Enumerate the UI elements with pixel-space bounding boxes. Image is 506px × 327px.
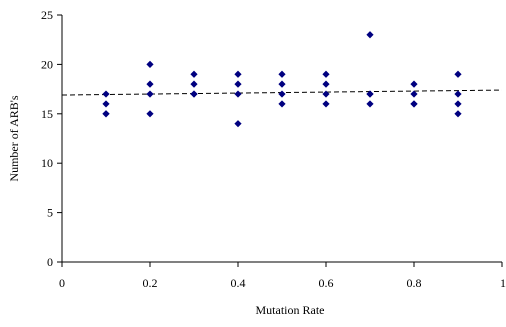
axes: [61, 15, 502, 263]
x-tick-label: 0.8: [407, 276, 422, 290]
y-tick-label: 10: [41, 156, 53, 170]
data-point: [190, 70, 198, 78]
data-point: [410, 90, 418, 98]
data-point: [146, 80, 154, 88]
data-point: [278, 80, 286, 88]
x-tick-label: 0.6: [319, 276, 334, 290]
data-point: [454, 110, 462, 118]
y-tick-label: 5: [47, 206, 53, 220]
data-point: [410, 80, 418, 88]
data-point: [102, 90, 110, 98]
data-point: [322, 100, 330, 108]
data-point: [278, 90, 286, 98]
y-tick-label: 0: [47, 255, 53, 269]
y-axis-title: Number of ARB's: [7, 95, 21, 181]
data-point: [322, 90, 330, 98]
data-point: [278, 70, 286, 78]
data-point: [454, 100, 462, 108]
data-point: [410, 100, 418, 108]
data-point: [234, 90, 242, 98]
axis-ticks: 0 5 10 15 20 25 0 0.2 0.4 0.6 0.8 1: [41, 8, 506, 290]
data-point: [146, 60, 154, 68]
data-points: [102, 31, 462, 128]
x-axis-title: Mutation Rate: [256, 303, 325, 317]
data-point: [190, 90, 198, 98]
data-point: [322, 70, 330, 78]
x-tick-label: 0: [59, 276, 65, 290]
data-point: [146, 90, 154, 98]
x-tick-label: 0.2: [143, 276, 158, 290]
y-tick-label: 25: [41, 8, 53, 22]
data-point: [190, 80, 198, 88]
x-tick-label: 1: [500, 276, 506, 290]
data-point: [454, 90, 462, 98]
x-tick-label: 0.4: [231, 276, 246, 290]
data-point: [454, 70, 462, 78]
data-point: [146, 110, 154, 118]
y-tick-label: 15: [41, 107, 53, 121]
y-tick-label: 20: [41, 57, 53, 71]
data-point: [322, 80, 330, 88]
data-point: [278, 100, 286, 108]
data-point: [234, 120, 242, 128]
data-point: [102, 110, 110, 118]
data-point: [234, 80, 242, 88]
data-point: [366, 100, 374, 108]
data-point: [234, 70, 242, 78]
data-point: [366, 31, 374, 39]
data-point: [102, 100, 110, 108]
data-point: [366, 90, 374, 98]
